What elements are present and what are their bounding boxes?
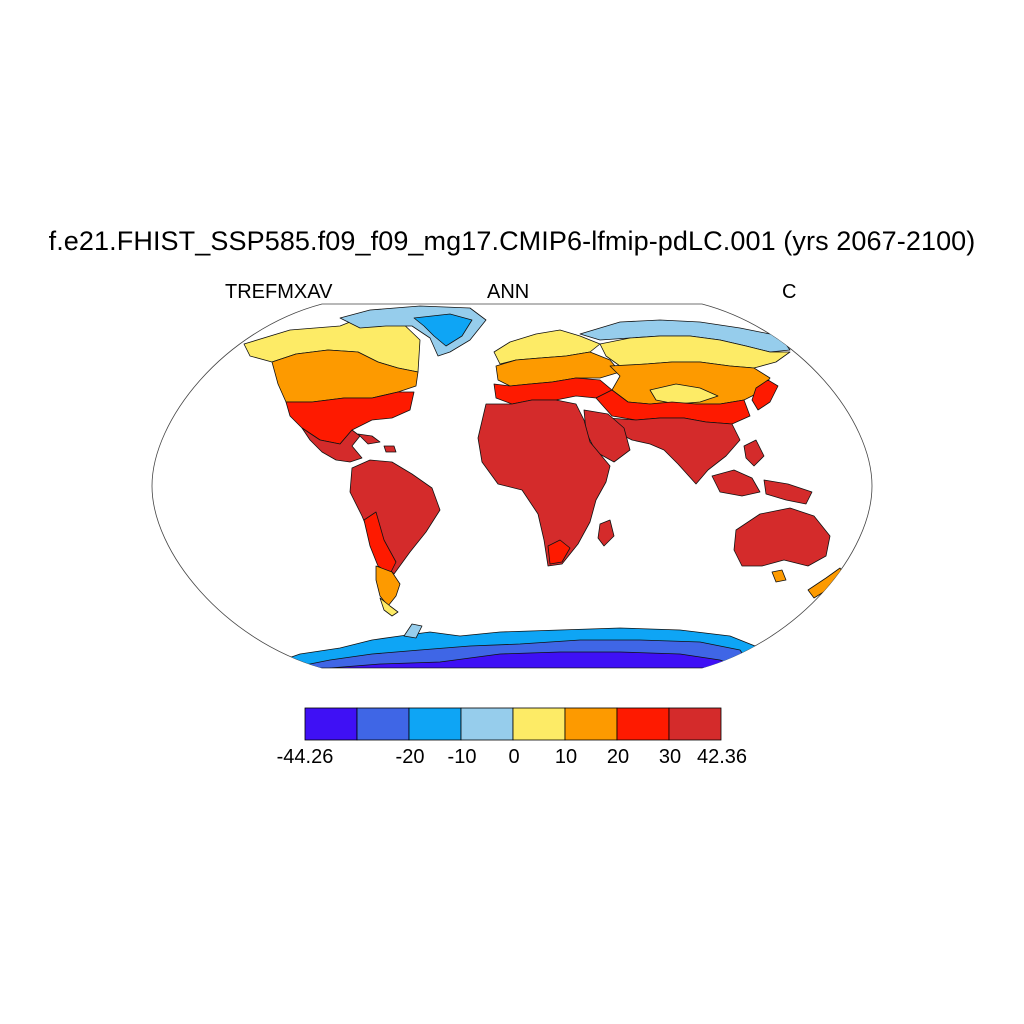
madagascar [597, 519, 615, 547]
colorbar-swatch [408, 707, 462, 741]
colorbar-tick-label: -10 [447, 746, 477, 768]
colorbar-swatch [304, 707, 358, 741]
colorbar-tick-label: 0 [508, 746, 520, 768]
europe [493, 329, 621, 405]
asia [579, 319, 791, 485]
australia [733, 507, 831, 583]
antarctica [259, 623, 765, 668]
colorbar [304, 707, 722, 741]
variable-label: TREFMXAV [225, 281, 333, 303]
japan [751, 379, 779, 411]
colorbar-min-label: -44.26 [276, 746, 334, 768]
north-america [243, 315, 421, 463]
africa [477, 399, 611, 567]
south-america [349, 459, 441, 617]
colorbar-swatch [460, 707, 514, 741]
colorbar-tick-label: 10 [554, 746, 578, 768]
colorbar-swatch [512, 707, 566, 741]
units-label: C [782, 281, 797, 303]
colorbar-swatch [356, 707, 410, 741]
season-label: ANN [487, 281, 530, 303]
map-title: f.e21.FHIST_SSP585.f09_f09_mg17.CMIP6-lf… [48, 226, 976, 256]
maritime-asia [711, 439, 813, 505]
colorbar-swatch [668, 707, 722, 741]
caribbean [357, 433, 397, 453]
greenland [339, 305, 487, 357]
colorbar-tick-label: 20 [606, 746, 630, 768]
colorbar-max-label: 42.36 [696, 746, 748, 768]
colorbar-swatch [564, 707, 618, 741]
colorbar-tick-label: -20 [395, 746, 425, 768]
colorbar-swatch [616, 707, 670, 741]
colorbar-tick-label: 30 [658, 746, 682, 768]
